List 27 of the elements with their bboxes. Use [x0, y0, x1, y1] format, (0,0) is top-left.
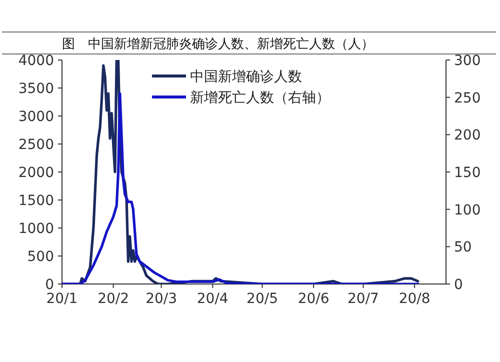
legend-label: 新增死亡人数（右轴） — [190, 90, 330, 106]
chart-title: 图 中国新增新冠肺炎确诊人数、新增死亡人数（人） — [62, 36, 374, 52]
y2-tick-label: 100 — [454, 202, 481, 218]
y2-tick-label: 250 — [454, 90, 481, 106]
y-tick-label: 500 — [27, 249, 54, 265]
y2-tick-label: 300 — [454, 53, 481, 69]
x-tick-label: 20/8 — [398, 291, 430, 307]
y-tick-label: 3000 — [18, 109, 54, 125]
y2-tick-label: 0 — [454, 277, 463, 293]
y2-tick-label: 150 — [454, 165, 481, 181]
x-tick-label: 20/1 — [46, 291, 78, 307]
y-tick-label: 0 — [45, 277, 54, 293]
y-tick-label: 3500 — [18, 81, 54, 97]
y-tick-label: 1000 — [18, 221, 54, 237]
x-tick-label: 20/6 — [298, 291, 330, 307]
y-tick-label: 2500 — [18, 137, 54, 153]
y-tick-label: 2000 — [18, 165, 54, 181]
x-tick-label: 20/5 — [246, 291, 278, 307]
x-tick-label: 20/4 — [196, 291, 228, 307]
legend-label: 中国新增确诊人数 — [190, 69, 302, 85]
x-tick-label: 20/7 — [348, 291, 379, 307]
x-tick-label: 20/2 — [98, 291, 130, 307]
x-tick-label: 20/3 — [146, 291, 178, 307]
y2-tick-label: 200 — [454, 128, 481, 144]
y-tick-label: 1500 — [18, 193, 54, 209]
y2-tick-label: 50 — [454, 240, 472, 256]
y-tick-label: 4000 — [18, 53, 54, 69]
